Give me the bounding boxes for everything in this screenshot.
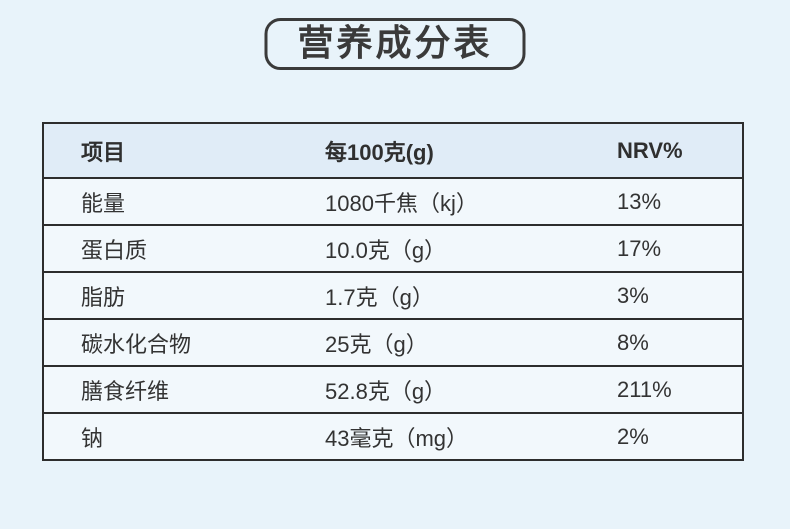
header-item: 项目 bbox=[81, 139, 126, 165]
table-row: 碳水化合物 25克（g） 8% bbox=[44, 318, 742, 365]
row-nrv-value: 17% bbox=[617, 235, 662, 261]
table-header-row: 项目 每100克(g) NRV% bbox=[44, 124, 742, 177]
row-item-name: 碳水化合物 bbox=[81, 331, 192, 357]
row-per-100g-value: 10.0克（g） bbox=[325, 237, 447, 263]
header-nrv-percent: NRV% bbox=[617, 137, 683, 163]
row-per-100g-value: 1080千焦（kj） bbox=[325, 190, 478, 216]
table-row: 蛋白质 10.0克（g） 17% bbox=[44, 224, 742, 271]
row-per-100g-value: 25克（g） bbox=[325, 331, 428, 357]
row-per-100g-value: 43毫克（mg） bbox=[325, 425, 469, 451]
nutrition-table: 项目 每100克(g) NRV% 能量 1080千焦（kj） 13% 蛋白质 10.0克… bbox=[42, 122, 744, 461]
row-item-name: 脂肪 bbox=[81, 284, 126, 310]
table-row: 钠 43毫克（mg） 2% bbox=[44, 412, 742, 459]
row-nrv-value: 8% bbox=[617, 329, 649, 355]
page-title: 营养成分表 bbox=[297, 22, 493, 63]
table-row: 脂肪 1.7克（g） 3% bbox=[44, 271, 742, 318]
header-per-100g: 每100克(g) bbox=[325, 139, 434, 165]
table-row: 能量 1080千焦（kj） 13% bbox=[44, 177, 742, 224]
row-item-name: 膳食纤维 bbox=[81, 378, 170, 404]
row-per-100g-value: 52.8克（g） bbox=[325, 378, 447, 404]
table-body: 能量 1080千焦（kj） 13% 蛋白质 10.0克（g） 17% 脂肪 1.7克（g） 3%… bbox=[44, 177, 742, 459]
title-badge: 营养成分表 bbox=[264, 18, 526, 70]
row-nrv-value: 211% bbox=[617, 376, 672, 402]
row-nrv-value: 2% bbox=[617, 423, 649, 449]
row-item-name: 钠 bbox=[81, 425, 104, 451]
row-per-100g-value: 1.7克（g） bbox=[325, 284, 434, 310]
row-item-name: 蛋白质 bbox=[81, 237, 148, 263]
row-item-name: 能量 bbox=[81, 190, 126, 216]
row-nrv-value: 3% bbox=[617, 282, 649, 308]
row-nrv-value: 13% bbox=[617, 188, 662, 214]
table-row: 膳食纤维 52.8克（g） 211% bbox=[44, 365, 742, 412]
